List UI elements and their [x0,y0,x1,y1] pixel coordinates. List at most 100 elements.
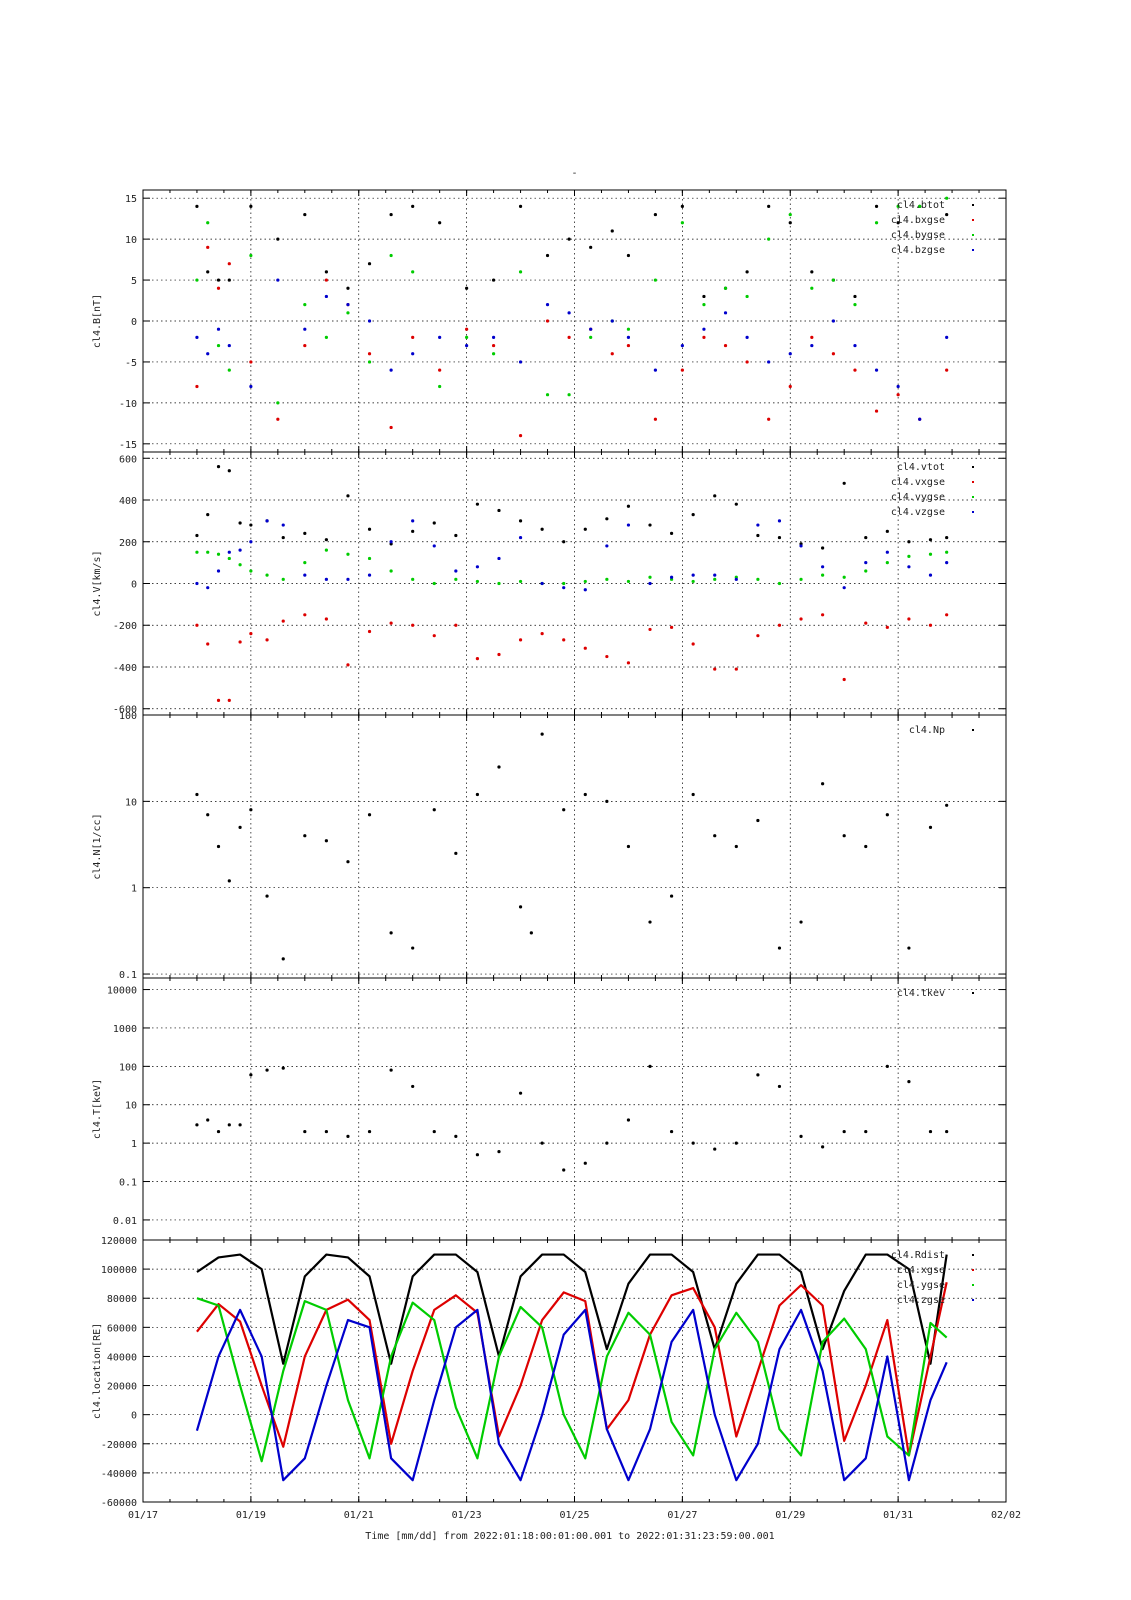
data-point [702,327,706,331]
data-point [497,508,501,513]
data-point [303,327,307,331]
data-point [518,519,523,523]
data-point [195,623,199,627]
series-cl4.Np [195,732,949,961]
data-point [411,204,415,208]
data-point [756,1073,760,1077]
data-point [691,1141,695,1145]
data-point [540,1141,544,1145]
chart-title: - [571,168,577,179]
data-point [734,1141,738,1145]
data-point [669,531,674,536]
series-cl4.vtot [195,465,949,550]
data-point [367,556,372,561]
y-tick-label: 10000 [107,986,137,997]
data-point [777,581,782,586]
data-point [346,286,350,290]
data-point [438,384,442,389]
data-point [562,808,566,812]
data-point [249,569,253,573]
data-point [928,623,933,627]
data-point [389,1068,393,1072]
data-point [842,575,846,579]
y-tick-label: 10 [125,1101,137,1112]
data-point [885,561,889,565]
data-point [195,792,199,797]
data-point [411,519,415,523]
legend-entry: cl4.vxgse [891,477,945,488]
data-point [276,278,280,282]
data-point [206,221,210,225]
data-point [518,535,523,540]
data-point [454,533,458,538]
legend-entry: cl4.xgse [897,1265,945,1276]
data-point [723,343,728,348]
data-point [928,1129,933,1134]
data-point [626,1118,631,1122]
data-point [529,931,533,935]
legend-swatch [972,1284,974,1286]
data-point [928,825,933,829]
data-point [605,517,609,521]
data-point [411,529,415,533]
panel-3: 10000 1000 100 10 1 0.1 0.01 cl4.T[keV] cl4.tkev [92,977,1007,1241]
data-point [777,519,782,523]
data-point [745,335,749,339]
data-point [885,813,889,817]
y-tick-label: -5 [125,358,137,369]
data-point [767,360,771,364]
data-point [276,401,280,405]
data-point [567,237,571,241]
data-point [864,535,868,540]
data-point [610,352,614,356]
x-tick-label: 02/02 [991,1510,1021,1521]
data-point [945,613,949,617]
x-tick-label: 01/17 [128,1510,158,1521]
data-point [648,523,652,527]
y-tick-label: 0 [131,1411,137,1422]
data-point [432,808,436,812]
data-point [227,550,231,554]
data-point [438,221,442,225]
data-point [945,196,949,200]
data-point [216,278,221,282]
data-point [249,523,253,527]
data-point [249,540,253,544]
data-point [303,561,307,565]
legend-entry: cl4.bxgse [891,215,945,226]
data-point [567,393,571,397]
data-point [734,667,738,671]
data-point [389,540,393,544]
data-point [545,253,550,258]
data-point [810,343,814,348]
data-point [583,527,587,531]
series-cl4.bzgse [195,278,949,421]
y-tick-label: 0.01 [113,1216,137,1227]
series-line [196,1297,948,1463]
data-point [821,613,825,617]
y-tick-label: 1 [131,884,137,895]
data-point [216,465,221,469]
data-point [842,1129,846,1134]
data-point [756,577,760,581]
data-point [583,579,587,584]
data-point [788,221,792,225]
data-point [324,548,328,552]
data-point [324,538,328,542]
data-point [346,303,350,307]
data-point [367,262,372,266]
data-point [216,327,221,331]
y-tick-label: 120000 [101,1236,137,1247]
series-cl4.ygse [196,1297,948,1463]
data-point [206,1118,210,1122]
data-point [303,303,307,307]
data-point [195,550,199,554]
data-point [756,533,760,538]
data-point [945,1129,949,1134]
data-point [713,1147,717,1151]
legend-swatch [972,1254,974,1256]
data-point [853,294,857,299]
data-point [497,765,501,769]
data-point [864,1129,868,1134]
y-tick-label: 10 [125,797,137,808]
